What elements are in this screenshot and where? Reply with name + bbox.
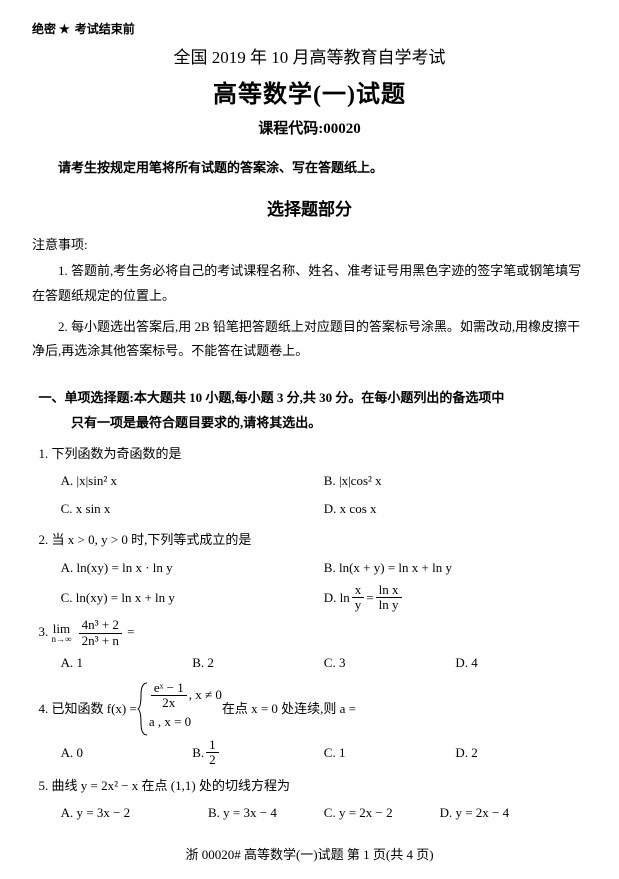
q5-row: A. y = 3x − 2 B. y = 3x − 4 C. y = 2x − … (32, 800, 587, 826)
q2-d-eq: = (366, 585, 373, 611)
q2-row2: C. ln(xy) = ln x + ln y D. ln x y = ln x… (32, 583, 587, 613)
brace-icon (137, 682, 149, 736)
mc-section-header: 一、单项选择题:本大题共 10 小题,每小题 3 分,共 30 分。在每小题列出… (32, 386, 587, 435)
q1-row1: A. |x|sin² x B. |x|cos² x (32, 468, 587, 494)
q3-den: 2n³ + n (79, 634, 122, 648)
q3-opt-d: D. 4 (455, 650, 587, 676)
period-text: 考试结束前 (75, 22, 135, 36)
classification-line: 绝密 ★ 考试结束前 (32, 20, 587, 37)
q4-pre: 4. 已知函数 f(x) = (39, 697, 137, 722)
q3-opt-b: B. 2 (192, 650, 324, 676)
q5-stem: 5. 曲线 y = 2x² − x 在点 (1,1) 处的切线方程为 (32, 774, 587, 799)
course-name: 高等数学(一) (213, 82, 356, 108)
section-title: 选择题部分 (32, 195, 587, 220)
q3-opt-a: A. 1 (61, 650, 193, 676)
q5-opt-d: D. y = 2x − 4 (440, 800, 556, 826)
course-code: 课程代码:00020 (32, 117, 587, 138)
q1-stem: 1. 下列函数为奇函数的是 (32, 442, 587, 467)
q2-row1: A. ln(xy) = ln x · ln y B. ln(x + y) = l… (32, 555, 587, 581)
q3-num: 4n³ + 2 (79, 618, 122, 633)
q4-row: A. 0 B. 1 2 C. 1 D. 2 (32, 738, 587, 768)
notice-header: 注意事项: (32, 234, 587, 253)
notice-p1: 1. 答题前,考生务必将自己的考试课程名称、姓名、准考证号用黑色字迹的签字笔或钢… (32, 259, 587, 308)
q2-d-den1: y (352, 598, 365, 612)
q4-b-den: 2 (206, 753, 219, 767)
q5-opt-c: C. y = 2x − 2 (324, 800, 440, 826)
q2-opt-a: A. ln(xy) = ln x · ln y (61, 555, 324, 581)
q1-opt-b: B. |x|cos² x (324, 468, 587, 494)
q4-b-pre: B. (192, 740, 204, 766)
q3-stem: 3. lim n→∞ 4n³ + 2 2n³ + n = (32, 618, 587, 648)
notice-p2: 2. 每小题选出答案后,用 2B 铅笔把答题纸上对应题目的答案标号涂黑。如需改动… (32, 315, 587, 364)
q1-row2: C. x sin x D. x cos x (32, 496, 587, 522)
q2-opt-b: B. ln(x + y) = ln x + ln y (324, 555, 587, 581)
q4-piecewise: eˣ − 1 2x , x ≠ 0 a , x = 0 (137, 682, 222, 736)
q1-opt-a: A. |x|sin² x (61, 468, 324, 494)
q3-frac: 4n³ + 2 2n³ + n (79, 618, 122, 648)
q2-d-den2: ln y (376, 598, 402, 612)
q4-row2: a , x = 0 (149, 709, 222, 736)
exam-title-1: 全国 2019 年 10 月高等教育自学考试 (32, 43, 587, 68)
q4-row1: eˣ − 1 2x , x ≠ 0 (149, 682, 222, 709)
q4-opt-c: C. 1 (324, 740, 456, 766)
q1-opt-c: C. x sin x (61, 496, 324, 522)
mc-header-line2: 只有一项是最符合题目要求的,请将其选出。 (39, 411, 588, 436)
q3-post: = (127, 624, 134, 639)
q4-row1-num: eˣ − 1 (151, 681, 187, 696)
q4-b-frac: 1 2 (206, 738, 219, 768)
top-instruction: 请考生按规定用笔将所有试题的答案涂、写在答题纸上。 (32, 156, 587, 179)
q4-opt-d: D. 2 (455, 740, 587, 766)
q2-d-frac1: x y (352, 583, 365, 613)
q2-stem: 2. 当 x > 0, y > 0 时,下列等式成立的是 (32, 528, 587, 553)
q2-d-num1: x (352, 583, 365, 598)
q3-opt-c: C. 3 (324, 650, 456, 676)
q4-post: 在点 x = 0 处连续,则 a = (222, 697, 356, 722)
q4-stem: 4. 已知函数 f(x) = eˣ − 1 2x , x ≠ 0 a , x =… (32, 682, 587, 736)
q4-row1-cond: , x ≠ 0 (189, 687, 222, 704)
q2-d-pre: D. ln (324, 585, 350, 611)
q2-opt-c: C. ln(xy) = ln x + ln y (61, 585, 324, 611)
q2-d-frac2: ln x ln y (376, 583, 402, 613)
q5-opt-b: B. y = 3x − 4 (208, 800, 324, 826)
q3-lim-sub: n→∞ (52, 635, 72, 644)
q4-rows: eˣ − 1 2x , x ≠ 0 a , x = 0 (149, 682, 222, 736)
q2-opt-d: D. ln x y = ln x ln y (324, 583, 587, 613)
page-footer: 浙 00020# 高等数学(一)试题 第 1 页(共 4 页) (32, 844, 587, 863)
q1-opt-d: D. x cos x (324, 496, 587, 522)
q5-opt-a: A. y = 3x − 2 (61, 800, 208, 826)
exam-page: 绝密 ★ 考试结束前 全国 2019 年 10 月高等教育自学考试 高等数学(一… (0, 0, 619, 879)
title-suffix: 试题 (356, 82, 406, 108)
star-icon: ★ (59, 22, 72, 36)
q4-row1-frac: eˣ − 1 2x (151, 681, 187, 711)
classification-text: 绝密 (32, 22, 56, 36)
q3-row: A. 1 B. 2 C. 3 D. 4 (32, 650, 587, 676)
q4-opt-a: A. 0 (61, 740, 193, 766)
exam-title-2: 高等数学(一)试题 (32, 74, 587, 109)
q4-b-num: 1 (206, 738, 219, 753)
q4-opt-b: B. 1 2 (192, 738, 324, 768)
mc-header-line1: 一、单项选择题:本大题共 10 小题,每小题 3 分,共 30 分。在每小题列出… (39, 390, 505, 405)
q2-d-num2: ln x (376, 583, 402, 598)
q3-lim: lim n→∞ (52, 622, 72, 644)
q3-pre: 3. (39, 624, 52, 639)
